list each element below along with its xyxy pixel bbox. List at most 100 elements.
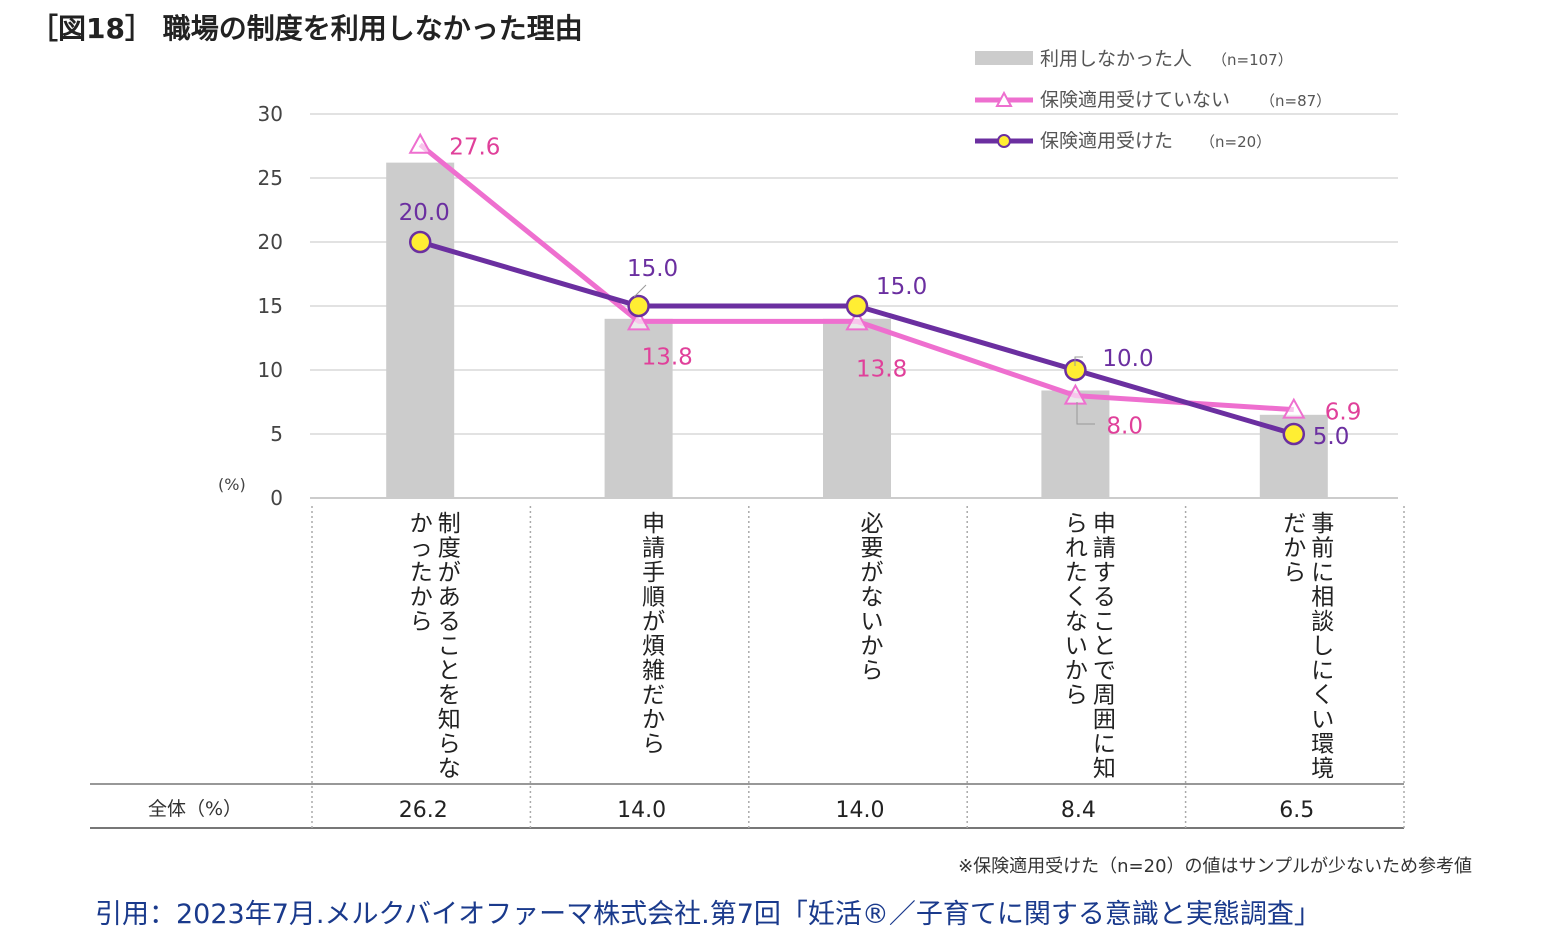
y-tick-label: 25	[258, 166, 283, 190]
category-label-char: ら	[642, 732, 665, 758]
pink-data-label: 6.9	[1325, 400, 1362, 426]
category-label-char: な	[861, 585, 884, 611]
triangle-marker	[408, 132, 432, 154]
category-label-char: 請	[642, 536, 665, 562]
category-label-char: に	[1311, 658, 1334, 684]
category-label-char: な	[1065, 609, 1088, 635]
legend-bar-swatch	[975, 51, 1033, 65]
bar	[604, 318, 673, 498]
triangle-marker	[626, 309, 651, 331]
y-tick-label: 0	[270, 486, 283, 510]
category-label-char: 談	[1311, 609, 1334, 635]
leader-line	[633, 284, 647, 298]
triangle-marker	[845, 309, 869, 331]
category-label-char: た	[410, 560, 433, 586]
category-label-char: に	[1311, 560, 1334, 586]
purple-data-label: 15.0	[627, 256, 678, 282]
legend-label-2: 保険適用受けた	[1040, 130, 1173, 152]
pink-data-label: 8.0	[1106, 414, 1143, 440]
category-label-char: こ	[1093, 609, 1116, 635]
total-row-value: 8.4	[1061, 798, 1096, 823]
footnote: ※保険適用受けた（n=20）の値はサンプルが少ないため参考値	[958, 856, 1472, 877]
category-label-char: 知	[438, 707, 461, 733]
category-label-char: と	[438, 658, 461, 684]
legend-label-1: 保険適用受けていない	[1040, 89, 1230, 111]
y-tick-label: 20	[258, 230, 283, 254]
circle-marker	[408, 230, 432, 254]
category-label-char: が	[861, 560, 884, 586]
category-label-char: で	[1093, 658, 1116, 684]
category-label-char: 要	[861, 536, 884, 562]
category-table: 全体（%）	[90, 506, 1405, 829]
category-label-char: か	[1283, 536, 1306, 562]
total-row-value: 6.5	[1279, 798, 1314, 823]
leader-line	[1076, 402, 1095, 425]
legend-triangle-marker-icon	[995, 90, 1013, 107]
legend-n-0: （n=107）	[1212, 51, 1293, 69]
category-label-char: ら	[1283, 560, 1306, 586]
category-label-char: 煩	[642, 634, 665, 660]
page-title: ［図18］ 職場の制度を利用しなかった理由	[30, 12, 583, 45]
purple-data-label: 15.0	[876, 274, 927, 300]
category-label-char: 相	[1311, 585, 1334, 611]
total-row-value: 14.0	[836, 798, 885, 823]
legend-label-0: 利用しなかった人	[1040, 48, 1192, 70]
triangle-marker	[1282, 397, 1306, 419]
legend-n-2: （n=20）	[1200, 133, 1271, 151]
y-tick-label: 10	[258, 358, 283, 382]
bar	[386, 162, 455, 498]
purple-data-label: 20.0	[399, 200, 450, 226]
y-tick-label: 15	[258, 294, 283, 318]
category-label-char: 申	[1093, 511, 1116, 537]
category-label-char: 周	[1093, 683, 1116, 709]
category-label-char: ら	[410, 609, 433, 635]
category-labels: 制度があることを知らなかったから申請手順が煩雑だから必要がないから申請することで…	[410, 511, 1335, 782]
category-label-char: っ	[410, 536, 433, 562]
y-tick-label: 5	[270, 422, 283, 446]
category-label-char: ら	[1065, 683, 1088, 709]
y-tick-label: 30	[258, 102, 283, 126]
category-label-char: 知	[1093, 756, 1116, 782]
total-row-value: 14.0	[617, 798, 666, 823]
category-label-char: だ	[642, 683, 665, 709]
category-label-char: た	[1065, 560, 1088, 586]
category-label-char: か	[410, 585, 433, 611]
y-axis-ticks: 0 5 10 15 20 25 30	[258, 102, 283, 510]
legend-n-1: （n=87）	[1260, 92, 1331, 110]
category-label-char: い	[1311, 707, 1334, 733]
triangle-marker	[1063, 383, 1088, 405]
leader-line	[1074, 356, 1083, 366]
pink-data-label: 13.8	[642, 344, 693, 370]
purple-data-label: 10.0	[1102, 346, 1153, 372]
category-label-char: る	[1093, 585, 1116, 611]
category-label-char: す	[1093, 560, 1116, 586]
category-label-char: だ	[1283, 511, 1306, 537]
category-label-char: 囲	[1093, 707, 1116, 733]
category-label-char: な	[438, 756, 461, 782]
category-label-char: に	[1093, 732, 1116, 758]
circle-marker	[845, 294, 869, 318]
category-label-char: 境	[1311, 756, 1334, 782]
category-label-char: 環	[1311, 732, 1334, 758]
category-label-char: 前	[1311, 536, 1334, 562]
category-label-char: 手	[642, 560, 665, 586]
pink-data-label: 27.6	[449, 135, 500, 161]
total-row-value: 26.2	[399, 798, 448, 823]
category-label-char: あ	[438, 585, 461, 611]
category-label-char: 雑	[642, 658, 665, 684]
category-label-char: 必	[861, 511, 884, 537]
pink-data-label: 13.8	[856, 356, 907, 382]
category-label-char: ら	[861, 658, 884, 684]
category-label-char: か	[1065, 658, 1088, 684]
category-label-char: 度	[438, 536, 461, 562]
category-label-char: く	[1311, 683, 1334, 709]
legend: 利用しなかった人 （n=107） 保険適用受けていない （n=87） 保険適用受…	[975, 48, 1331, 152]
bar	[823, 318, 891, 498]
category-label-char: 請	[1093, 536, 1116, 562]
category-label-char: る	[438, 609, 461, 635]
lines	[408, 132, 1306, 446]
citation: 引用：2023年7月.メルクバイオファーマ株式会社.第7回「妊活®／子育てに関す…	[95, 899, 1321, 930]
circle-marker	[1282, 422, 1306, 446]
category-label-char: い	[1065, 634, 1088, 660]
